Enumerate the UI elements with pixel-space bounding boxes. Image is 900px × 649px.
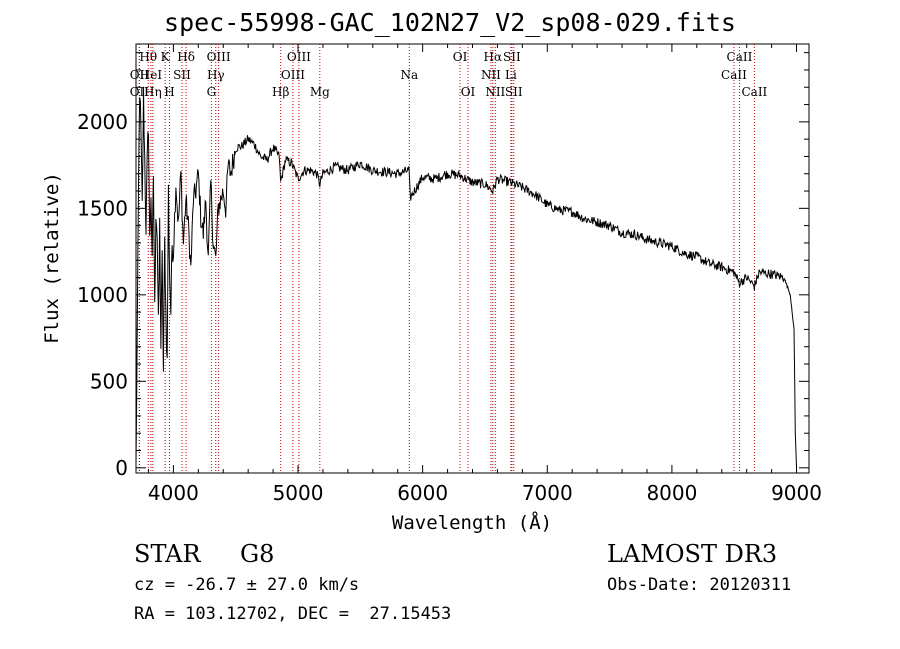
spectral-line-label: OIII [287, 50, 311, 64]
spectral-line-label: OIII [281, 68, 305, 82]
x-tick-label: 6000 [397, 481, 448, 505]
spectral-line-label: CaII [741, 85, 767, 99]
spectral-line-label: Hγ [207, 68, 225, 82]
spectral-line-label: NII [481, 68, 501, 82]
y-tick-label: 1000 [77, 283, 128, 307]
x-tick-label: 5000 [273, 481, 324, 505]
spectral-line-label: CaII [727, 50, 753, 64]
spectral-line-label: SII [505, 85, 523, 99]
spectral-line-label: Li [505, 68, 517, 82]
spectral-line-label: HeI [140, 68, 163, 82]
survey-name: LAMOST DR3 [607, 540, 778, 568]
axis-ticks: 4000 5000 6000 7000 8000 9000 0 500 1000 1500 2000 [77, 44, 822, 505]
y-tick-label: 500 [90, 369, 128, 393]
y-tick-label: 0 [115, 456, 128, 480]
flux-series-line [135, 86, 797, 468]
spectral-line-label: NII [485, 85, 505, 99]
spectral-line-label: H [164, 85, 174, 99]
y-tick-label: 1500 [77, 196, 128, 220]
spectral-line-label: CaII [721, 68, 747, 82]
x-tick-label: 9000 [771, 481, 822, 505]
y-tick-label: 2000 [77, 110, 128, 134]
object-subclass: G8 [240, 540, 275, 568]
object-class: STAR [134, 540, 201, 568]
ra-dec: RA = 103.12702, DEC = 27.15453 [134, 604, 452, 624]
spectral-line-label: Hα [484, 50, 503, 64]
spectral-line-label: Hδ [177, 50, 195, 64]
spectral-line-label: Na [400, 68, 418, 82]
spectral-line-label: OI [453, 50, 468, 64]
spectral-line-label: OII [130, 85, 150, 99]
x-axis-label: Wavelength (Å) [392, 511, 552, 534]
spectral-line-label: Hη [144, 85, 162, 99]
spectral-line-label: OIII [207, 50, 231, 64]
redshift-cz: cz = -26.7 ± 27.0 km/s [134, 575, 360, 595]
spectral-line-label: Hθ [139, 50, 157, 64]
spectral-line-label: Hβ [272, 85, 289, 99]
chart-title: spec-55998-GAC_102N27_V2_sp08-029.fits [164, 8, 736, 37]
spectral-line-label: K [161, 50, 171, 64]
y-axis-label: Flux (relative) [41, 172, 63, 344]
spectral-line-label: SII [503, 50, 521, 64]
x-tick-label: 7000 [522, 481, 573, 505]
spectral-line-label: SII [173, 68, 191, 82]
spectral-line-label: G [207, 85, 217, 99]
spectral-line-label: Mg [310, 85, 330, 99]
x-tick-label: 4000 [148, 481, 199, 505]
spectral-line-label: OI [461, 85, 476, 99]
observation-date: Obs-Date: 20120311 [607, 575, 792, 595]
x-tick-label: 8000 [646, 481, 697, 505]
plot-frame [135, 43, 810, 474]
